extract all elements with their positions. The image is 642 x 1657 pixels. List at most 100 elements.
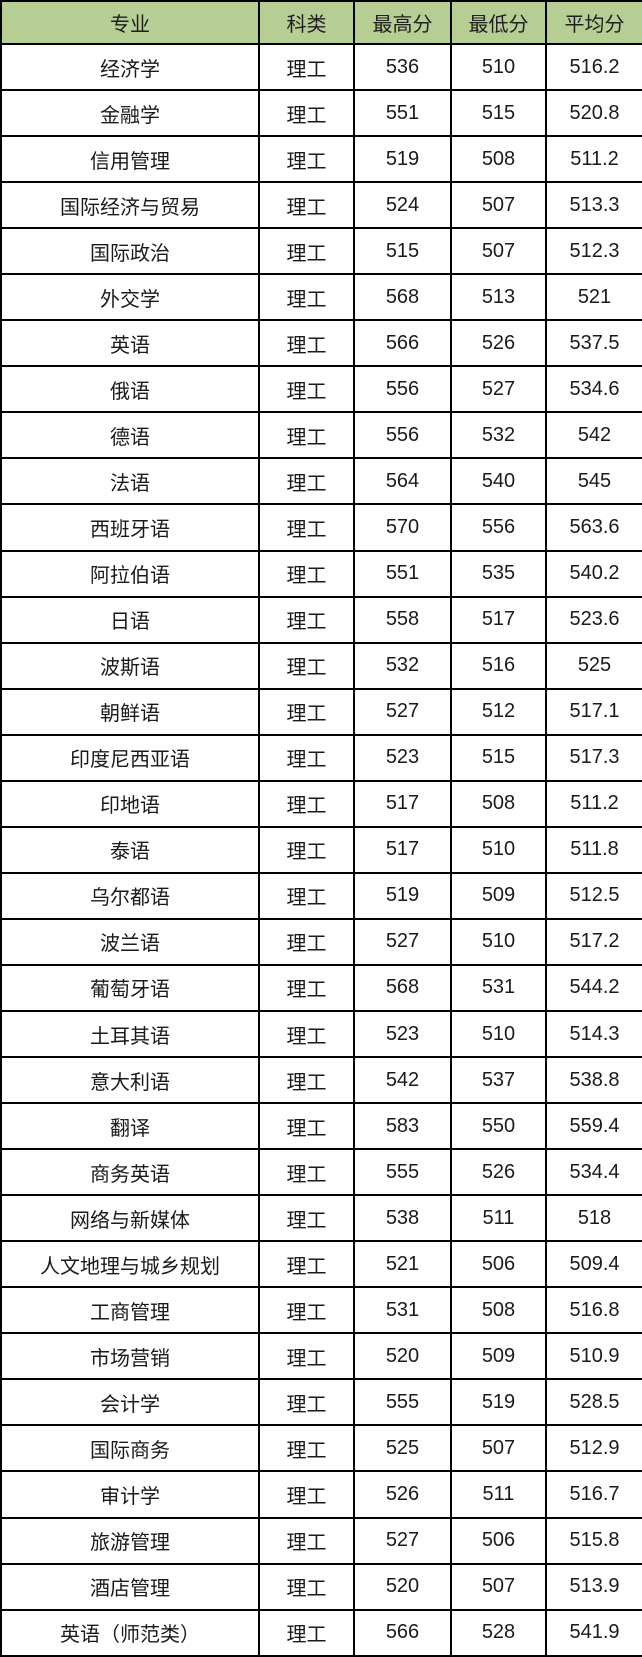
table-row: 日语 理工 558 517 523.6 (0, 595, 642, 644)
cell-min: 531 (450, 963, 547, 1012)
cell-major: 泰语 (0, 825, 260, 874)
cell-category: 理工 (258, 917, 355, 966)
cell-max: 566 (353, 1608, 452, 1657)
cell-category: 理工 (258, 1608, 355, 1657)
cell-min: 511 (450, 1194, 547, 1243)
cell-max: 542 (353, 1056, 452, 1105)
cell-max: 583 (353, 1102, 452, 1151)
cell-category: 理工 (258, 779, 355, 828)
cell-min: 513 (450, 273, 547, 322)
table-row: 国际经济与贸易 理工 524 507 513.3 (0, 181, 642, 230)
cell-max: 551 (353, 549, 452, 598)
cell-max: 519 (353, 871, 452, 920)
cell-avg: 511.2 (545, 135, 642, 184)
cell-min: 556 (450, 503, 547, 552)
cell-category: 理工 (258, 1378, 355, 1427)
cell-max: 570 (353, 503, 452, 552)
table-row: 信用管理 理工 519 508 511.2 (0, 135, 642, 184)
cell-avg: 540.2 (545, 549, 642, 598)
cell-category: 理工 (258, 871, 355, 920)
cell-category: 理工 (258, 411, 355, 460)
table-row: 德语 理工 556 532 542 (0, 411, 642, 460)
table-header-row: 专业 科类 最高分 最低分 平均分 (0, 0, 642, 45)
cell-category: 理工 (258, 273, 355, 322)
cell-category: 理工 (258, 549, 355, 598)
table-row: 经济学 理工 536 510 516.2 (0, 42, 642, 92)
cell-min: 510 (450, 825, 547, 874)
cell-category: 理工 (258, 1009, 355, 1059)
cell-avg: 563.6 (545, 503, 642, 552)
cell-avg: 517.2 (545, 917, 642, 966)
table-row: 西班牙语 理工 570 556 563.6 (0, 503, 642, 552)
cell-major: 乌尔都语 (0, 871, 260, 920)
cell-min: 509 (450, 871, 547, 920)
cell-major: 国际政治 (0, 227, 260, 276)
table-row: 乌尔都语 理工 519 509 512.5 (0, 871, 642, 920)
cell-max: 525 (353, 1424, 452, 1473)
column-header-category: 科类 (258, 0, 355, 45)
cell-major: 英语 (0, 319, 260, 368)
cell-max: 532 (353, 641, 452, 690)
cell-max: 527 (353, 687, 452, 736)
cell-avg: 523.6 (545, 595, 642, 644)
table-row: 审计学 理工 526 511 516.7 (0, 1470, 642, 1519)
table-row: 旅游管理 理工 527 506 515.8 (0, 1516, 642, 1565)
cell-category: 理工 (258, 1562, 355, 1611)
table-row: 法语 理工 564 540 545 (0, 457, 642, 506)
cell-max: 515 (353, 227, 452, 276)
cell-min: 540 (450, 457, 547, 506)
cell-min: 527 (450, 365, 547, 414)
table-row: 外交学 理工 568 513 521 (0, 273, 642, 322)
cell-major: 酒店管理 (0, 1562, 260, 1611)
table-row: 印度尼西亚语 理工 523 515 517.3 (0, 733, 642, 782)
cell-max: 551 (353, 89, 452, 138)
cell-min: 510 (450, 917, 547, 966)
cell-major: 葡萄牙语 (0, 963, 260, 1012)
cell-avg: 515.8 (545, 1516, 642, 1565)
cell-max: 568 (353, 273, 452, 322)
cell-max: 527 (353, 1516, 452, 1565)
table-row: 工商管理 理工 531 508 516.8 (0, 1286, 642, 1335)
cell-avg: 528.5 (545, 1378, 642, 1427)
cell-min: 526 (450, 319, 547, 368)
cell-avg: 541.9 (545, 1608, 642, 1657)
column-header-min: 最低分 (450, 0, 547, 45)
table-row: 国际政治 理工 515 507 512.3 (0, 227, 642, 276)
cell-category: 理工 (258, 641, 355, 690)
cell-avg: 510.9 (545, 1332, 642, 1381)
cell-category: 理工 (258, 1056, 355, 1105)
cell-avg: 545 (545, 457, 642, 506)
cell-category: 理工 (258, 1516, 355, 1565)
cell-major: 土耳其语 (0, 1009, 260, 1059)
cell-avg: 534.6 (545, 365, 642, 414)
cell-avg: 525 (545, 641, 642, 690)
cell-major: 经济学 (0, 42, 260, 92)
cell-avg: 538.8 (545, 1056, 642, 1105)
cell-major: 意大利语 (0, 1056, 260, 1105)
cell-category: 理工 (258, 1332, 355, 1381)
cell-avg: 514.3 (545, 1009, 642, 1059)
cell-min: 510 (450, 42, 547, 92)
cell-major: 朝鲜语 (0, 687, 260, 736)
cell-avg: 542 (545, 411, 642, 460)
cell-max: 524 (353, 181, 452, 230)
cell-category: 理工 (258, 1286, 355, 1335)
cell-max: 523 (353, 733, 452, 782)
cell-major: 网络与新媒体 (0, 1194, 260, 1243)
table-row: 俄语 理工 556 527 534.6 (0, 365, 642, 414)
cell-category: 理工 (258, 319, 355, 368)
table-row: 会计学 理工 555 519 528.5 (0, 1378, 642, 1427)
table-row: 商务英语 理工 555 526 534.4 (0, 1148, 642, 1197)
table-body: 经济学 理工 536 510 516.2 金融学 理工 551 515 520.… (0, 42, 642, 1657)
cell-major: 翻译 (0, 1102, 260, 1151)
cell-min: 511 (450, 1470, 547, 1519)
cell-min: 550 (450, 1102, 547, 1151)
cell-min: 537 (450, 1056, 547, 1105)
cell-min: 510 (450, 1009, 547, 1059)
cell-min: 516 (450, 641, 547, 690)
cell-avg: 511.2 (545, 779, 642, 828)
cell-max: 517 (353, 825, 452, 874)
cell-major: 工商管理 (0, 1286, 260, 1335)
cell-min: 535 (450, 549, 547, 598)
